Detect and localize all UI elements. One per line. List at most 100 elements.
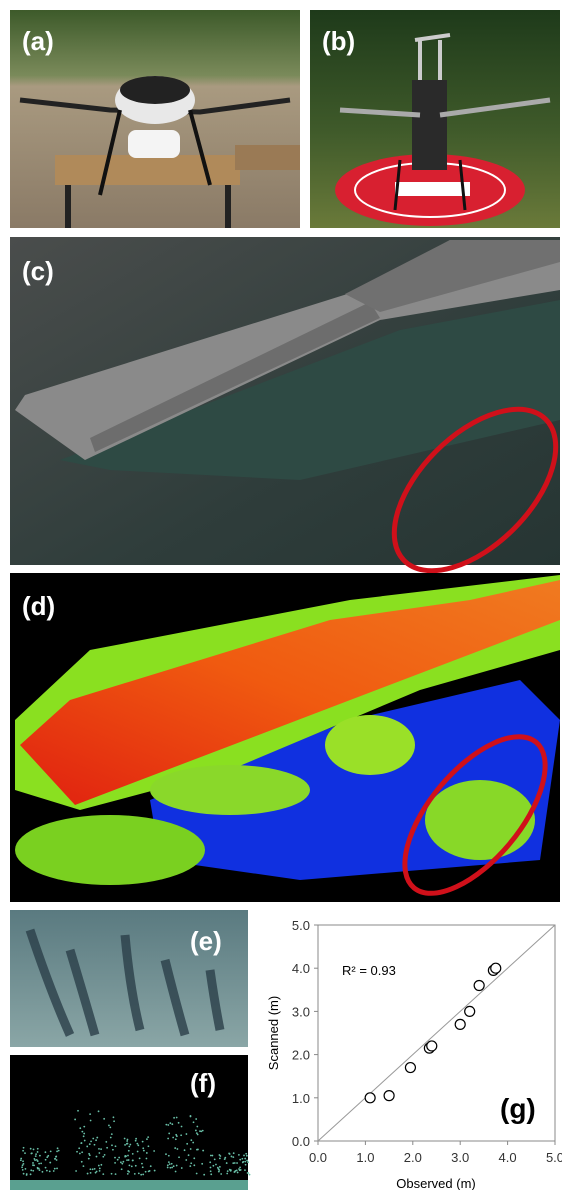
speck — [236, 1170, 238, 1172]
speck — [195, 1118, 197, 1120]
x-tick-label: 5.0 — [546, 1150, 562, 1165]
speck — [46, 1170, 48, 1172]
speck — [128, 1159, 130, 1161]
speck — [165, 1153, 167, 1155]
speck — [23, 1147, 25, 1149]
speck — [94, 1168, 96, 1170]
speck — [215, 1164, 217, 1166]
speck — [132, 1153, 134, 1155]
speck — [23, 1163, 25, 1165]
panel-label: (f) — [190, 1068, 216, 1098]
speck — [74, 1119, 76, 1121]
speck — [193, 1157, 195, 1159]
speck — [23, 1173, 25, 1175]
speck — [139, 1157, 141, 1159]
speck — [115, 1173, 117, 1175]
speck — [244, 1161, 246, 1163]
speck — [89, 1154, 91, 1156]
speck — [86, 1146, 88, 1148]
speck — [83, 1165, 85, 1167]
speck — [39, 1155, 41, 1157]
speck — [212, 1165, 214, 1167]
speck — [122, 1161, 124, 1163]
speck — [126, 1159, 128, 1161]
speck — [83, 1126, 85, 1128]
speck — [186, 1143, 188, 1145]
speck — [45, 1159, 47, 1161]
speck — [96, 1137, 98, 1139]
speck — [236, 1162, 238, 1164]
speck — [77, 1110, 79, 1112]
speck — [21, 1166, 23, 1168]
speck — [117, 1159, 119, 1161]
speck — [141, 1163, 143, 1165]
speck — [131, 1165, 133, 1167]
speck — [25, 1168, 27, 1170]
speck — [45, 1167, 47, 1169]
point — [491, 963, 501, 973]
speck — [202, 1130, 204, 1132]
speck — [135, 1138, 137, 1140]
speck — [134, 1173, 136, 1175]
speck — [54, 1168, 56, 1170]
speck — [242, 1162, 244, 1164]
speck — [190, 1162, 192, 1164]
panel-label: (e) — [190, 926, 222, 956]
speck — [249, 1174, 251, 1176]
speck — [247, 1172, 249, 1174]
x-tick-label: 2.0 — [404, 1150, 422, 1165]
speck — [146, 1158, 148, 1160]
speck — [174, 1147, 176, 1149]
speck — [169, 1122, 171, 1124]
speck — [168, 1133, 170, 1135]
speck — [98, 1148, 100, 1150]
speck — [132, 1160, 134, 1162]
speck — [153, 1150, 155, 1152]
speck — [210, 1170, 212, 1172]
speck — [81, 1161, 83, 1163]
speck — [190, 1116, 192, 1118]
speck — [142, 1147, 144, 1149]
speck — [39, 1169, 41, 1171]
speck — [81, 1151, 83, 1153]
point — [365, 1093, 375, 1103]
speck — [176, 1135, 178, 1137]
speck — [214, 1158, 216, 1160]
speck — [181, 1126, 183, 1128]
speck — [121, 1163, 123, 1165]
speck — [219, 1154, 221, 1156]
speck — [226, 1162, 228, 1164]
speck — [220, 1173, 222, 1175]
y-tick-label: 0.0 — [292, 1134, 310, 1149]
speck — [83, 1135, 85, 1137]
speck — [168, 1161, 170, 1163]
x-tick-label: 3.0 — [451, 1150, 469, 1165]
speck — [171, 1163, 173, 1165]
panel-label: (d) — [22, 591, 55, 621]
annotation: R² = 0.93 — [342, 963, 396, 978]
speck — [232, 1162, 234, 1164]
speck — [90, 1172, 92, 1174]
speck — [237, 1172, 239, 1174]
speck — [99, 1170, 101, 1172]
speck — [186, 1133, 188, 1135]
speck — [218, 1171, 220, 1173]
speck — [94, 1144, 96, 1146]
speck — [171, 1167, 173, 1169]
speck — [210, 1173, 212, 1175]
speck — [100, 1148, 102, 1150]
speck — [113, 1116, 115, 1118]
speck — [98, 1152, 100, 1154]
speck — [197, 1149, 199, 1151]
speck — [56, 1150, 58, 1152]
speck — [35, 1153, 37, 1155]
speck — [111, 1173, 113, 1175]
speck — [33, 1149, 35, 1151]
speck — [138, 1172, 140, 1174]
y-tick-label: 5.0 — [292, 918, 310, 933]
speck — [244, 1169, 246, 1171]
photo-d — [10, 573, 562, 917]
speck — [78, 1147, 80, 1149]
speck — [102, 1156, 104, 1158]
speck — [50, 1150, 52, 1152]
